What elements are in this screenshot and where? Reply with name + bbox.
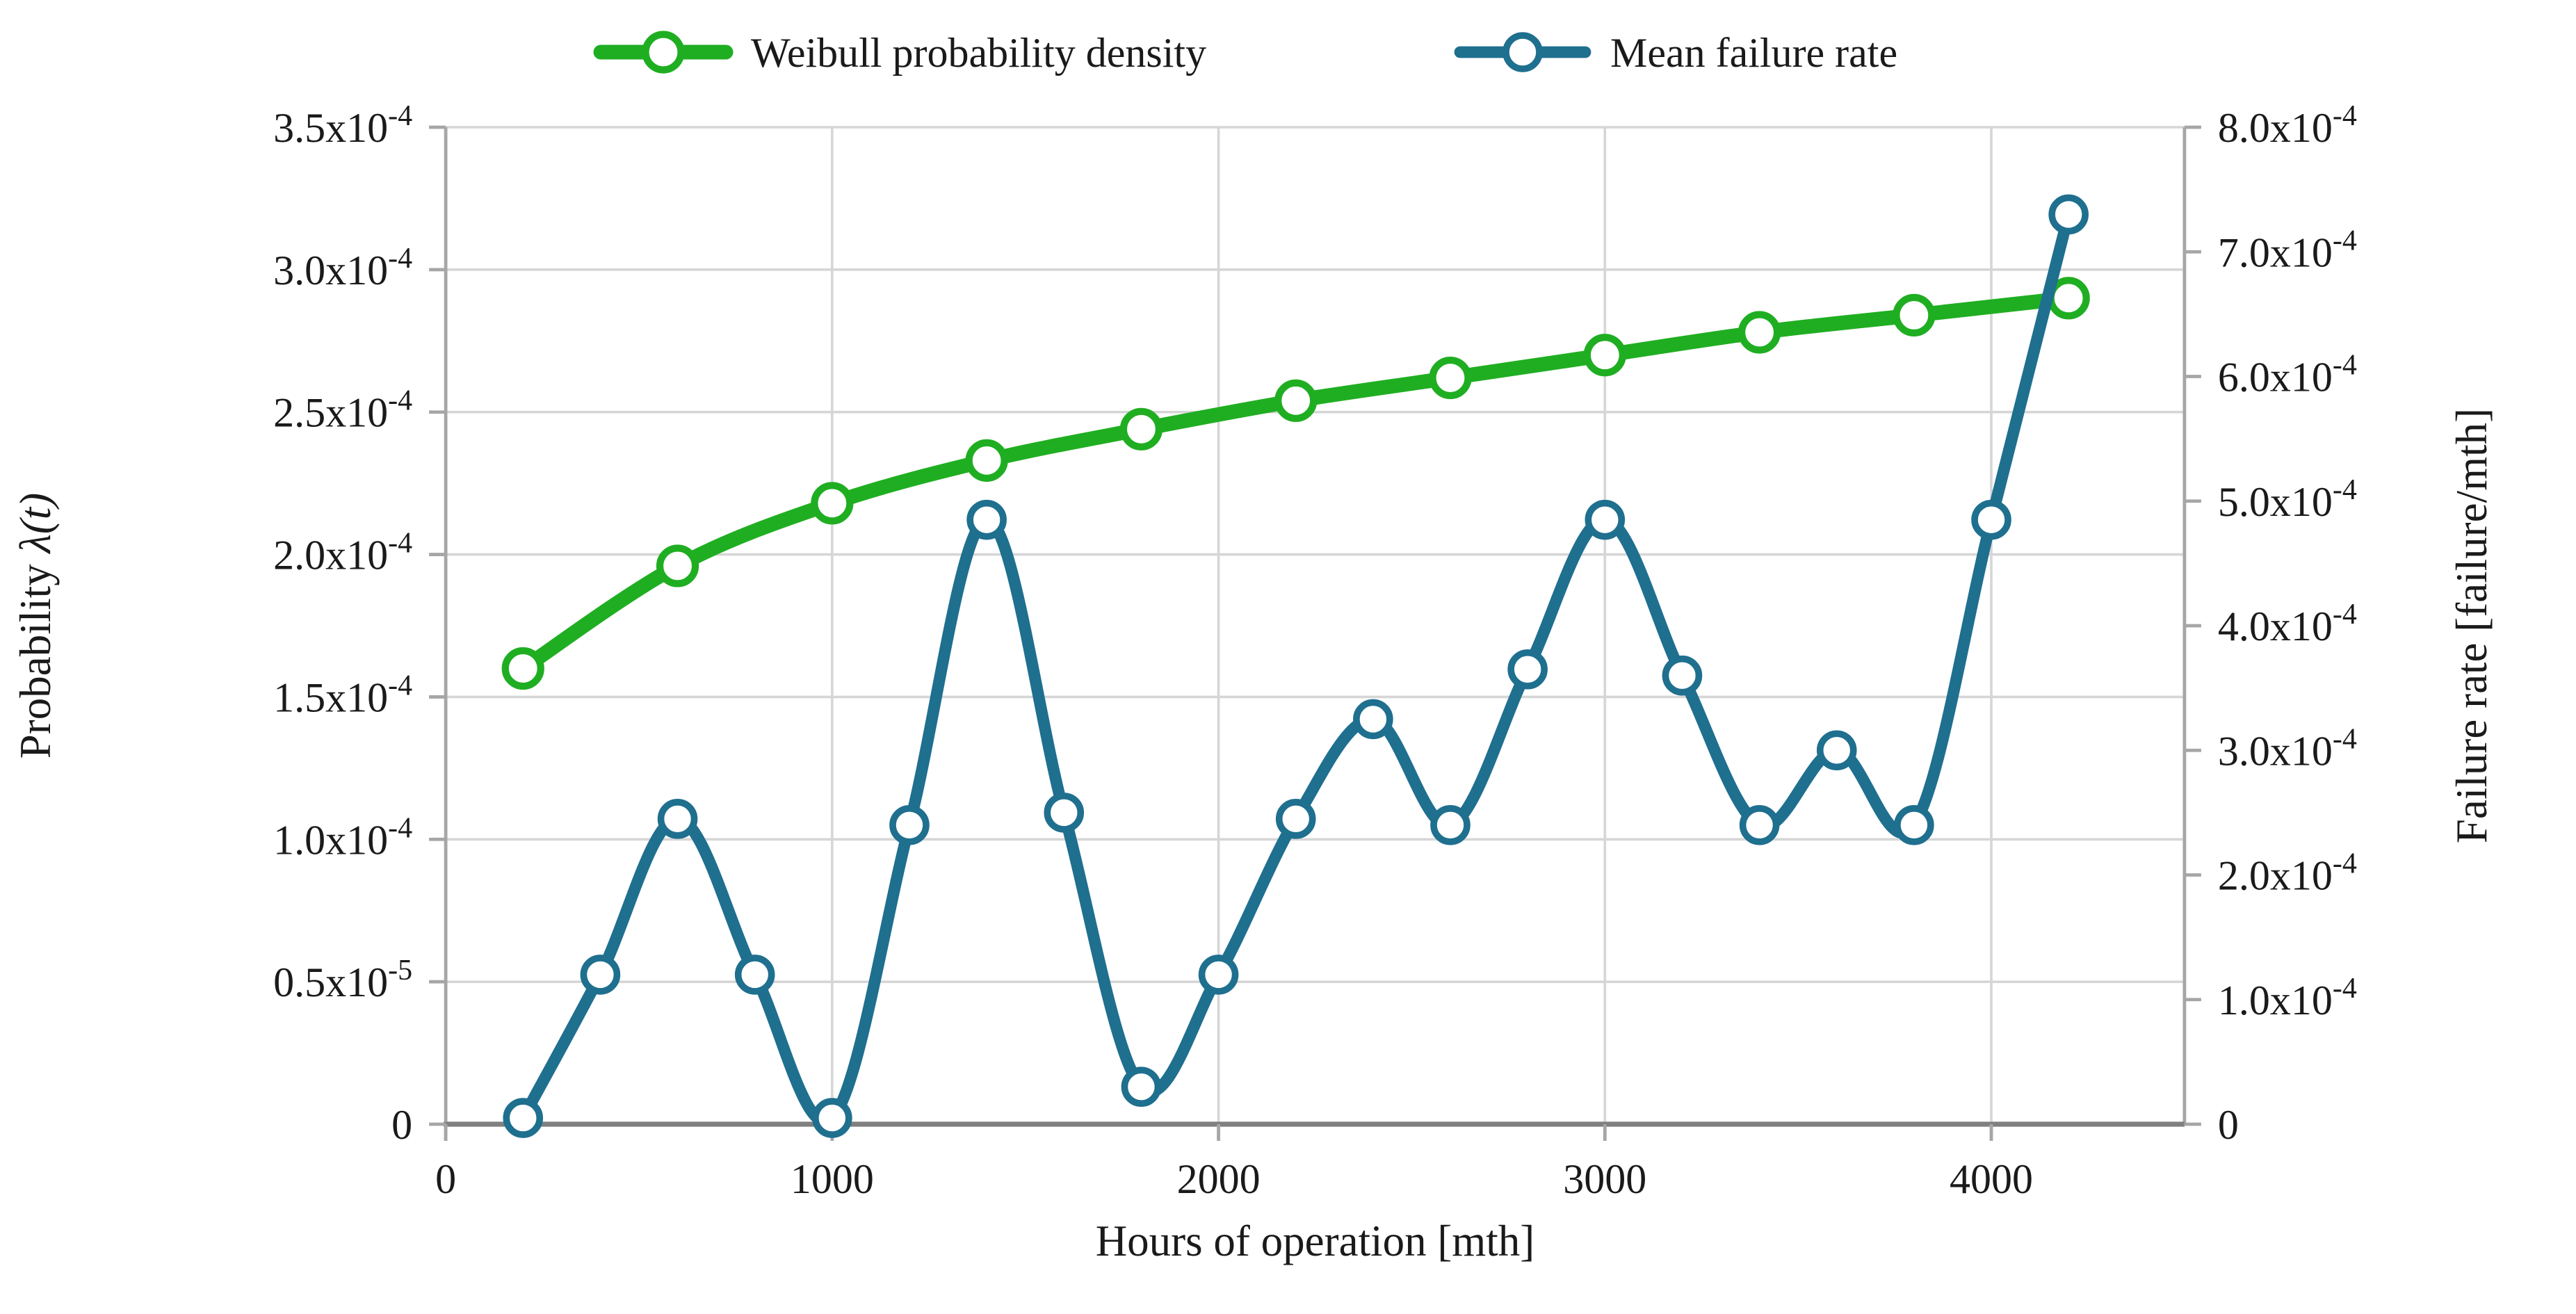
data-point bbox=[1275, 799, 1316, 839]
legend-marker-icon bbox=[642, 31, 685, 74]
data-point bbox=[1353, 699, 1393, 740]
data-point bbox=[1198, 955, 1239, 995]
data-point bbox=[812, 1098, 852, 1138]
data-point bbox=[965, 439, 1008, 482]
right-axis-title: Failure rate [failure/mth] bbox=[2447, 408, 2496, 843]
legend-item-weibull-probability-density: Weibull probability density bbox=[593, 30, 1206, 76]
data-point bbox=[580, 955, 621, 995]
data-point bbox=[656, 544, 699, 587]
data-point bbox=[889, 805, 930, 845]
series-mean-failure-rate bbox=[503, 194, 2089, 1138]
data-point bbox=[1507, 649, 1548, 690]
data-point bbox=[1893, 293, 1936, 337]
left-axis-tick-label: 1.5x10-4 bbox=[273, 670, 412, 720]
right-axis-tick-label: 2.0x10-4 bbox=[2218, 848, 2357, 899]
data-point bbox=[1737, 311, 1781, 354]
x-axis-tick-label: 3000 bbox=[1563, 1156, 1646, 1202]
data-point bbox=[1430, 805, 1471, 845]
series-line-weibull-probability-density bbox=[515, 291, 2076, 676]
data-point bbox=[811, 482, 854, 525]
data-point bbox=[1585, 499, 1626, 540]
left-axis-tick-label: 3.5x10-4 bbox=[273, 100, 412, 151]
left-axis-tick-label: 2.5x10-4 bbox=[273, 385, 412, 436]
x-axis-title: Hours of operation [mth] bbox=[1096, 1217, 1535, 1265]
legend-item-mean-failure-rate: Mean failure rate bbox=[1454, 30, 1897, 76]
legend-label: Weibull probability density bbox=[751, 30, 1206, 76]
data-point bbox=[2048, 194, 2089, 235]
left-axis-tick-label: 0.5x10-5 bbox=[273, 955, 412, 1005]
axes bbox=[429, 125, 2201, 1141]
left-axis-tick-label: 0 bbox=[391, 1102, 412, 1148]
right-axis-tick-label: 8.0x10-4 bbox=[2218, 100, 2357, 151]
data-point bbox=[1971, 499, 2011, 540]
legend-label: Mean failure rate bbox=[1610, 30, 1897, 76]
data-point bbox=[734, 955, 775, 995]
data-point bbox=[1583, 334, 1626, 377]
x-axis-tick-label: 1000 bbox=[791, 1156, 874, 1202]
data-point bbox=[1662, 655, 1703, 696]
right-axis-tick-label: 6.0x10-4 bbox=[2218, 350, 2357, 400]
x-axis-tick-label: 0 bbox=[435, 1156, 456, 1202]
right-axis-tick-label: 7.0x10-4 bbox=[2218, 225, 2357, 275]
data-point bbox=[1429, 356, 1472, 400]
left-axis-title: Probability λ(t) bbox=[11, 493, 60, 759]
x-axis-tick-label: 4000 bbox=[1950, 1156, 2033, 1202]
left-axis-tick-label: 1.0x10-4 bbox=[273, 812, 412, 863]
left-axis-tick-label: 3.0x10-4 bbox=[273, 243, 412, 293]
data-point bbox=[1119, 407, 1163, 451]
right-axis-tick-label: 5.0x10-4 bbox=[2218, 474, 2357, 525]
data-point bbox=[657, 799, 698, 839]
axis-titles: Probability λ(t) Failure rate [failure/mt… bbox=[11, 408, 2496, 1265]
data-point bbox=[1121, 1066, 1162, 1108]
right-axis-tick-label: 1.0x10-4 bbox=[2218, 973, 2357, 1023]
data-point bbox=[1894, 805, 1934, 845]
x-axis-tick-label: 2000 bbox=[1177, 1156, 1261, 1202]
data-point bbox=[966, 499, 1007, 540]
series-weibull-probability-density bbox=[501, 277, 2090, 690]
data-point bbox=[1274, 379, 1318, 422]
tick-labels: 0 0.5x10-5 1.0x10-4 1.5x10-4 2.0x10-4 2.5x10-… bbox=[273, 100, 2357, 1202]
legend-marker-icon bbox=[1502, 32, 1543, 72]
legend: Weibull probability density Mean failure … bbox=[593, 30, 1897, 76]
data-point bbox=[503, 1098, 544, 1138]
left-axis-tick-label: 2.0x10-4 bbox=[273, 528, 412, 578]
data-point bbox=[1739, 805, 1780, 845]
data-point bbox=[1044, 793, 1085, 833]
gridlines bbox=[446, 126, 2185, 1124]
data-point bbox=[1816, 730, 1857, 771]
data-point bbox=[501, 647, 544, 690]
right-axis-tick-label: 4.0x10-4 bbox=[2218, 599, 2357, 649]
right-axis-tick-label: 3.0x10-4 bbox=[2218, 723, 2357, 774]
right-axis-tick-label: 0 bbox=[2218, 1102, 2239, 1148]
